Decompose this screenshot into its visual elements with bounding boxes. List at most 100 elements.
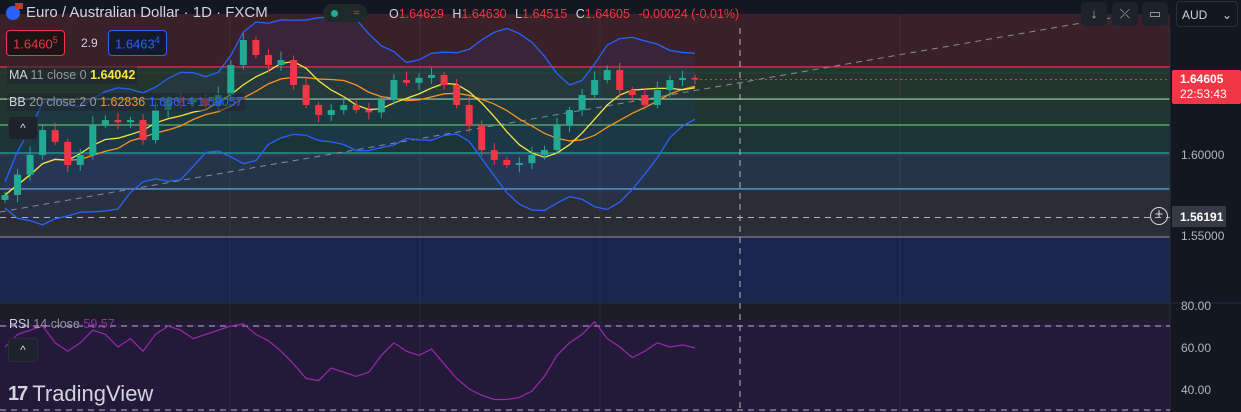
last-price-label: 1.64605 22:53:43 (1172, 70, 1241, 104)
candle-up (578, 94, 586, 111)
close-value: 1.64605 (584, 7, 630, 21)
collapse-rsi-legend-button[interactable]: ^ (8, 338, 38, 362)
high-label: H (452, 7, 462, 21)
candle-up (603, 70, 611, 81)
currency-label: AUD (1182, 8, 1208, 22)
brand-name: TradingView (32, 381, 154, 406)
rsi-legend[interactable]: RSI 14 close 59.57 (7, 315, 117, 333)
candle-down (402, 80, 410, 83)
symbol-title[interactable]: Euro / Australian Dollar · 1D · FXCM (6, 2, 268, 21)
bar-countdown: 22:53:43 (1180, 87, 1227, 101)
candle-up (591, 80, 599, 95)
buy-button[interactable]: 1.64634 (108, 30, 167, 56)
candle-up (653, 90, 661, 105)
ma-name: MA (9, 68, 28, 82)
fib-band (0, 14, 1170, 67)
price-axis-label: 1.55000 (1181, 229, 1225, 243)
market-open-icon (330, 9, 338, 17)
crosshair-price-label: 1.56191 (1172, 206, 1226, 227)
candle-up (528, 155, 536, 164)
ma-line (4, 60, 696, 196)
scroll-down-button[interactable]: ↓ (1081, 2, 1107, 26)
bb-upper-value: 1.66614 (148, 95, 194, 109)
candle-up (553, 124, 561, 151)
tradingview-logo[interactable]: 17 TradingView (8, 381, 153, 407)
symbol-label: Euro / Australian Dollar · 1D · FXCM (26, 4, 268, 21)
bb-basis-line (4, 76, 696, 196)
candle-up (666, 80, 674, 91)
rsi-pane-top (0, 303, 1170, 321)
candle-down (691, 77, 699, 80)
candle-up (101, 120, 109, 125)
candle-up (39, 130, 47, 155)
candle-up (89, 124, 97, 155)
candle-up (327, 110, 335, 115)
bb-fill (5, 16, 695, 225)
bb-legend[interactable]: BB 20 close 2 0 1.62836 1.66614 1.59057 (7, 93, 245, 111)
candle-up (340, 104, 348, 111)
candle-up (428, 74, 436, 78)
candle-up (26, 155, 34, 175)
fib-band (0, 153, 1170, 189)
candle-up (152, 110, 160, 141)
rsi-line (4, 320, 696, 401)
eur-aud-flag-icon (6, 2, 23, 20)
chevron-down-icon: ⌄ (1221, 8, 1232, 22)
sell-price: 1.6460 (13, 36, 53, 52)
market-status[interactable]: ≈ (323, 4, 367, 22)
close-label: C (575, 7, 585, 21)
candle-up (76, 155, 84, 166)
bb-lower-value: 1.59057 (197, 95, 243, 109)
fib-band (0, 188, 1170, 237)
arrow-down-icon: ↓ (1090, 6, 1098, 21)
candle-up (678, 77, 686, 81)
sell-button[interactable]: 1.64605 (6, 30, 65, 56)
candle-down (440, 74, 448, 85)
fullscreen-button[interactable]: ▭ (1142, 2, 1168, 26)
candle-down (139, 120, 147, 141)
ohlc-legend: O1.64629 H1.64630 L1.64515 C1.64605 -0.0… (384, 7, 739, 21)
rsi-name: RSI (9, 317, 30, 331)
ma-legend[interactable]: MA 11 close 0 1.64042 (7, 66, 138, 84)
bb-name: BB (9, 95, 26, 109)
candle-down (252, 40, 260, 55)
rsi-axis-label: 80.00 (1181, 299, 1212, 313)
candle-down (453, 84, 461, 105)
low-value: 1.64515 (522, 7, 568, 21)
candle-up (239, 40, 247, 65)
add-alert-plus-icon[interactable]: + (1150, 207, 1168, 225)
candle-down (628, 90, 636, 95)
candle-up (277, 60, 285, 65)
candle-up (540, 150, 548, 155)
candle-down (465, 104, 473, 125)
candle-down (616, 70, 624, 91)
collapse-icon: ⤫ (1119, 6, 1131, 21)
tradingview-logo-icon: 17 (8, 382, 28, 405)
open-label: O (389, 7, 399, 21)
last-price: 1.64605 (1180, 72, 1224, 86)
candle-down (51, 130, 59, 142)
fullscreen-icon: ▭ (1148, 6, 1162, 21)
open-value: 1.64629 (398, 7, 444, 21)
collapse-panes-button[interactable]: ⤫ (1112, 2, 1138, 26)
price-axis-label: 1.60000 (1181, 148, 1225, 162)
candle-up (390, 80, 398, 101)
collapse-legend-button[interactable]: ^ (8, 116, 38, 140)
candle-up (14, 174, 22, 196)
rsi-params: 14 close (33, 317, 80, 331)
candle-down (490, 150, 498, 160)
buy-price: 1.6463 (115, 36, 155, 52)
candle-down (503, 159, 511, 166)
low-label: L (515, 7, 523, 21)
candle-down (315, 104, 323, 115)
ma-value: 1.64042 (90, 68, 136, 82)
rsi-pane (0, 303, 1170, 412)
currency-select[interactable]: AUD ⌄ (1176, 1, 1238, 27)
candle-down (264, 54, 272, 65)
rsi-axis-label: 40.00 (1181, 383, 1212, 397)
candle-down (352, 104, 360, 111)
candle-up (515, 163, 523, 166)
ma-params: 11 close 0 (30, 68, 87, 82)
change-value: -0.00024 (-0.01%) (638, 7, 740, 21)
